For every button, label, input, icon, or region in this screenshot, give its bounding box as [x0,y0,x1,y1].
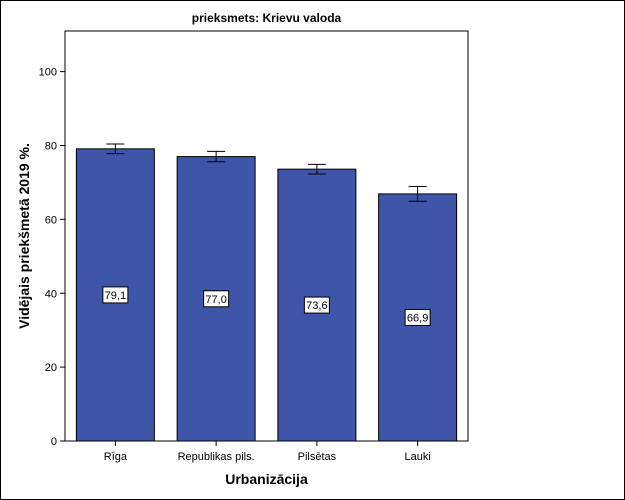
data-label-box [203,290,230,308]
y-axis: 0 20 40 60 80 100 [39,67,65,448]
x-tick-label: Pilsētas [298,451,337,463]
value-labels: 79,1 77,0 73,6 66,9 [102,286,431,326]
data-label: 66,9 [407,312,428,324]
y-tick-label: 100 [39,67,57,79]
y-tick-label: 60 [45,214,57,226]
plot-area [64,30,469,442]
y-axis-title: Vidējais priekšmetā 2019 %. [16,143,32,329]
data-label-box [102,286,129,304]
data-label: 73,6 [306,300,327,312]
data-label: 79,1 [105,290,126,302]
chart-title: prieksmets: Krievu valoda [192,11,342,25]
y-tick-label: 40 [45,288,57,300]
x-tick-label: Republikas pils. [178,451,255,463]
x-tick-label: Lauki [404,451,430,463]
bars [75,148,458,442]
y-tick-label: 0 [51,436,57,448]
x-tick-label: Rīga [104,451,128,463]
x-axis-title: Urbanizācija [225,471,308,487]
y-tick-label: 20 [45,362,57,374]
error-bars [106,143,427,202]
data-label: 77,0 [205,294,226,306]
data-label-box [303,296,330,314]
y-tick-label: 80 [45,141,57,153]
data-label-box [404,308,431,326]
x-axis: Rīga Republikas pils. Pilsētas Lauki [104,441,431,463]
